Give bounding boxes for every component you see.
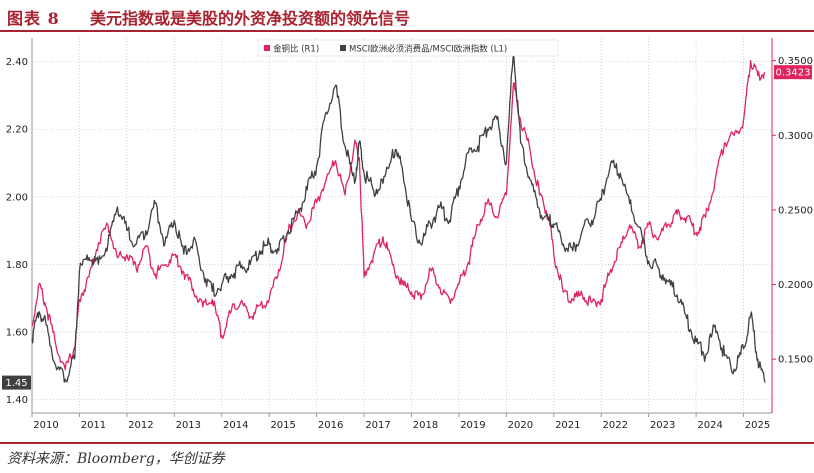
right-axis: 0.1500 0.2000 0.2500 0.3000 0.3500: [772, 56, 813, 366]
left-tick-label: 1.60: [6, 327, 28, 338]
x-tick-label: 2013: [176, 420, 201, 431]
x-tick-label: 2024: [697, 420, 722, 431]
x-tick-label: 2014: [223, 420, 248, 431]
x-tick-label: 2017: [365, 420, 390, 431]
series-line-msci-staples-ratio: [31, 47, 766, 383]
x-tick-label: 2019: [460, 420, 485, 431]
legend: 金铜比 (R1) MSCI欧洲必须消费品/MSCI欧洲指数 (L1): [257, 39, 559, 57]
legend-label: MSCI欧洲必须消费品/MSCI欧洲指数 (L1): [349, 44, 507, 55]
left-tick-label: 1.80: [6, 260, 28, 271]
right-value-badge: [774, 65, 812, 80]
right-tick-label: 0.2000: [778, 280, 813, 291]
left-tick-label: 2.00: [6, 192, 28, 203]
right-tick-label: 0.3500: [778, 56, 813, 67]
value-badges: 1.45 0.3423: [2, 65, 812, 390]
left-axis: 1.40 1.60 1.80 2.00 2.20 2.40: [6, 57, 28, 406]
x-tick-label: 2016: [318, 420, 343, 431]
x-tick-label: 2025: [745, 420, 770, 431]
x-tick-label: 2011: [81, 420, 106, 431]
grid-layer: [32, 38, 772, 413]
x-tick-label: 2021: [555, 420, 580, 431]
legend-swatch: [264, 45, 270, 51]
right-tick-label: 0.3000: [778, 131, 813, 142]
series-layer: [31, 47, 766, 383]
figure-label: 图表 8: [7, 9, 60, 28]
x-tick-label: 2023: [650, 420, 675, 431]
line-chart: 1.40 1.60 1.80 2.00 2.20 2.40 0.1500 0.2000 0.2…: [2, 38, 813, 431]
x-axis: 2010 2011 2012 2013 2014 2015 2016 2017 2018 2019…: [31, 413, 770, 431]
series-line-gold-copper-ratio: [31, 60, 766, 371]
legend-box: [257, 39, 559, 57]
left-tick-label: 2.40: [6, 57, 28, 68]
footer-divider: [0, 442, 814, 444]
right-value-badge-label: 0.3423: [776, 68, 811, 79]
source-note: 资料来源：Bloomberg，华创证券: [7, 451, 225, 467]
figure-title: 美元指数或是美股的外资净投资额的领先信号: [90, 9, 411, 28]
legend-swatch: [340, 45, 346, 51]
left-tick-label: 1.40: [6, 395, 28, 406]
right-tick-label: 0.1500: [778, 355, 813, 366]
x-tick-label: 2022: [603, 420, 628, 431]
x-tick-label: 2015: [270, 420, 295, 431]
plot-frame: [31, 38, 773, 414]
x-tick-label: 2018: [413, 420, 438, 431]
legend-label: 金铜比 (R1): [273, 44, 319, 55]
left-tick-label: 2.20: [6, 125, 28, 136]
right-tick-label: 0.2500: [778, 205, 813, 216]
title-divider: [0, 30, 814, 32]
left-value-badge-label: 1.45: [5, 378, 27, 389]
x-tick-label: 2010: [33, 420, 58, 431]
x-tick-label: 2020: [508, 420, 533, 431]
left-value-badge: [2, 375, 31, 390]
figure-header: 图表 8 美元指数或是美股的外资净投资额的领先信号: [0, 0, 814, 30]
x-tick-label: 2012: [128, 420, 153, 431]
